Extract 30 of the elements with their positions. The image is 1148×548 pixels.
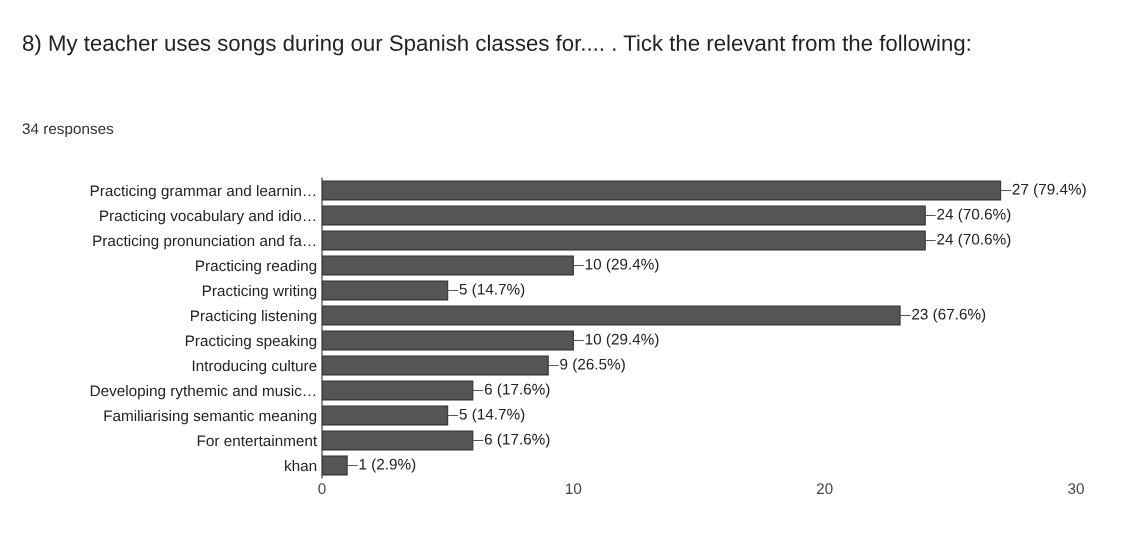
data-label: 24 (70.6%) xyxy=(937,208,1011,223)
data-label: 6 (17.6%) xyxy=(484,433,550,448)
data-label: 23 (67.6%) xyxy=(912,308,986,323)
data-label: 10 (29.4%) xyxy=(585,258,659,273)
text: 34 responses xyxy=(22,123,114,138)
data-label: 6 (17.6%) xyxy=(484,383,550,398)
x-tick-label: 10 xyxy=(566,483,582,495)
x-tick-label: 30 xyxy=(1068,483,1084,495)
y-tick-label: Practicing vocabulary and idio… xyxy=(100,209,316,225)
y-tick-label: For entertainment xyxy=(197,434,318,447)
x-tick-label: 0 xyxy=(318,483,326,495)
data-label: 24 (70.6%) xyxy=(937,233,1011,248)
y-tick-label: Developing rythemic and music… xyxy=(90,384,316,400)
y-tick-label: Practicing listening xyxy=(191,309,317,325)
chart-title: 8) My teacher uses songs during our Spanish classes for.... . Tick the relevant from the following: xyxy=(22,34,970,56)
y-tick-label: Familiarising semantic meaning xyxy=(104,409,317,425)
data-label: 5 (14.7%) xyxy=(459,408,525,423)
y-tick-label: khan xyxy=(285,459,317,472)
y-tick-label: Practicing writing xyxy=(202,284,317,300)
data-label: 5 (14.7%) xyxy=(459,283,525,298)
y-tick-label: Practicing grammar and learnin… xyxy=(90,184,316,200)
data-label: 1 (2.9%) xyxy=(359,458,416,473)
y-tick-label: Introducing culture xyxy=(192,359,317,375)
y-tick-label: Practicing speaking xyxy=(185,334,317,350)
y-tick-label: Practicing reading xyxy=(196,259,317,275)
data-label: 10 (29.4%) xyxy=(585,333,659,348)
x-tick-label: 20 xyxy=(816,483,833,495)
y-tick-label: Practicing pronunciation and fa… xyxy=(93,234,316,250)
data-label: 9 (26.5%) xyxy=(560,358,625,373)
data-label: 27 (79.4%) xyxy=(1012,183,1086,198)
